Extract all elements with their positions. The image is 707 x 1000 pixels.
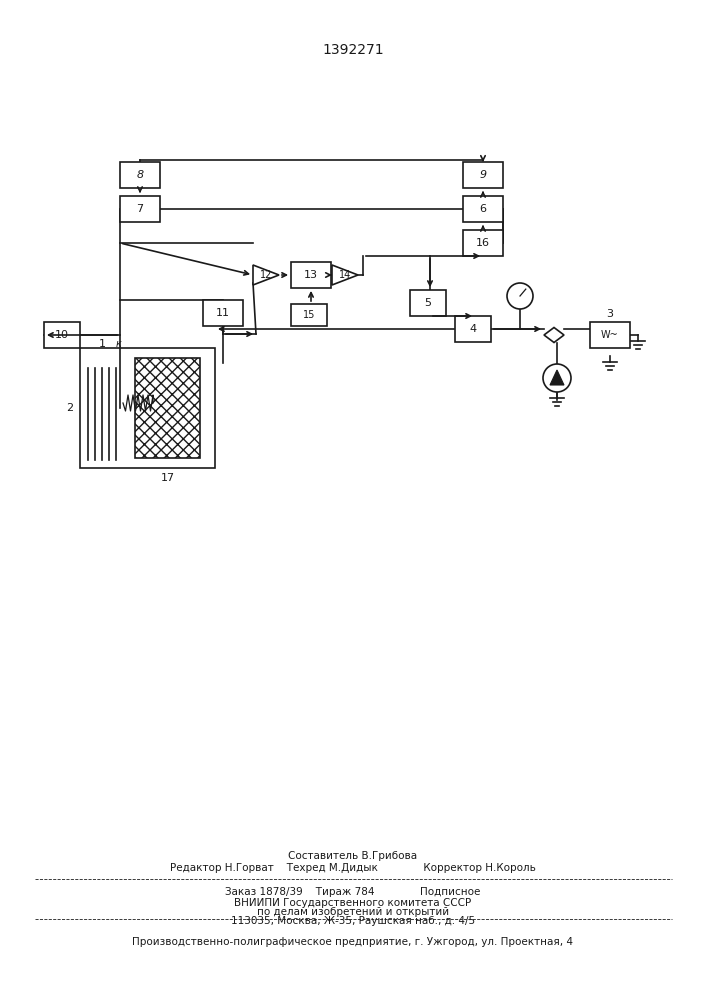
Bar: [463, 196, 503, 222]
Text: Составитель В.Грибова: Составитель В.Грибова: [288, 851, 418, 861]
Bar: [291, 304, 327, 326]
Polygon shape: [253, 265, 279, 285]
Bar: [120, 196, 160, 222]
Bar: [203, 300, 243, 326]
Text: 13: 13: [304, 270, 318, 280]
Text: 10: 10: [55, 330, 69, 340]
Text: 8: 8: [136, 170, 144, 180]
Bar: [80, 348, 215, 468]
Bar: [120, 162, 160, 188]
Circle shape: [543, 364, 571, 392]
Text: 16: 16: [476, 238, 490, 248]
Text: 17: 17: [160, 473, 175, 483]
Polygon shape: [332, 265, 358, 285]
Circle shape: [507, 283, 533, 309]
Text: 7: 7: [136, 204, 144, 214]
Text: ВНИИПИ Государственного комитета СССР: ВНИИПИ Государственного комитета СССР: [235, 898, 472, 908]
Bar: [455, 316, 491, 342]
Bar: [590, 322, 630, 348]
Polygon shape: [544, 328, 564, 342]
Text: 6: 6: [479, 204, 486, 214]
Text: 14: 14: [339, 270, 351, 280]
Text: 5: 5: [424, 298, 431, 308]
Text: 15: 15: [303, 310, 315, 320]
Text: 12: 12: [259, 270, 272, 280]
Bar: [44, 322, 80, 348]
Text: 4: 4: [469, 324, 477, 334]
Bar: [291, 262, 331, 288]
Text: 2: 2: [66, 403, 74, 413]
Bar: [463, 162, 503, 188]
Text: 9: 9: [479, 170, 486, 180]
Text: W~: W~: [601, 330, 619, 340]
Text: Редактор Н.Горват    Техред М.Дидык              Корректор Н.Король: Редактор Н.Горват Техред М.Дидык Коррект…: [170, 863, 536, 873]
Bar: [135, 358, 200, 458]
Text: Заказ 1878/39    Тираж 784              Подписное: Заказ 1878/39 Тираж 784 Подписное: [226, 887, 481, 897]
Bar: [463, 230, 503, 256]
Text: к: к: [116, 339, 122, 349]
Text: по делам изобретений и открытий: по делам изобретений и открытий: [257, 907, 449, 917]
Text: 11: 11: [216, 308, 230, 318]
Polygon shape: [550, 370, 564, 385]
Text: 3: 3: [607, 309, 614, 319]
Text: Производственно-полиграфическое предприятие, г. Ужгород, ул. Проектная, 4: Производственно-полиграфическое предприя…: [132, 937, 573, 947]
Text: 1: 1: [98, 339, 105, 349]
Bar: [410, 290, 446, 316]
Text: 113035, Москва, Ж-35, Раушская наб., д. 4/5: 113035, Москва, Ж-35, Раушская наб., д. …: [231, 916, 475, 926]
Text: 1392271: 1392271: [322, 43, 384, 57]
